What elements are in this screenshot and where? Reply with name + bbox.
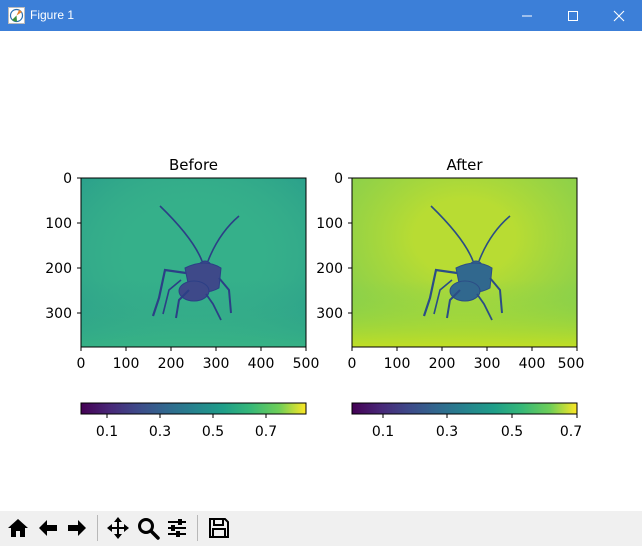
before-y-axis: 0 100 200 300 [45,171,81,322]
after-x-tick: 0 [348,356,357,372]
before-x-axis: 0 100 200 300 400 500 [77,347,320,372]
forward-button[interactable] [63,514,91,542]
matplotlib-figure-icon [8,7,25,24]
forward-icon [68,520,86,536]
before-colorbar-tick: 0.5 [202,424,224,440]
after-x-tick: 100 [384,356,411,372]
after-x-tick: 400 [519,356,546,372]
before-colorbar-tick: 0.1 [96,424,118,440]
before-x-tick: 400 [248,356,275,372]
home-button[interactable] [4,514,32,542]
pan-button[interactable] [104,514,132,542]
after-colorbar-tick: 0.1 [372,424,394,440]
back-icon [39,520,57,536]
after-y-tick: 300 [316,306,343,322]
maximize-icon [568,11,578,21]
before-colorbar-tick: 0.7 [255,424,277,440]
before-y-tick: 300 [45,306,72,322]
after-colorbar-tick: 0.7 [560,424,582,440]
minimize-button[interactable] [504,0,550,31]
after-image [352,178,577,347]
before-colorbar: 0.1 0.3 0.5 0.7 [80,402,307,440]
before-x-tick: 500 [293,356,320,372]
toolbar-separator [197,515,198,541]
zoom-icon [138,518,160,540]
after-colorbar-tick: 0.3 [436,424,458,440]
before-x-tick: 0 [77,356,86,372]
after-y-axis: 0 100 200 300 [316,171,352,322]
before-x-tick: 200 [158,356,185,372]
after-panel: After 0 100 200 300 [316,156,584,440]
home-icon [8,519,28,537]
before-colorbar-tick: 0.3 [149,424,171,440]
window-title: Figure 1 [30,8,75,22]
configure-subplots-icon [168,519,186,537]
navigation-toolbar [0,511,642,546]
before-y-tick: 100 [45,216,72,232]
toolbar-separator [97,515,98,541]
after-y-tick: 100 [316,216,343,232]
before-x-tick: 100 [113,356,140,372]
save-icon [209,518,229,538]
zoom-button[interactable] [134,514,162,542]
close-icon [613,10,625,22]
before-panel: Before 0 100 200 300 [45,156,319,440]
before-y-tick: 200 [45,261,72,277]
pan-icon [107,517,129,539]
close-button[interactable] [596,0,642,31]
after-x-axis: 0 100 200 300 400 500 [348,347,585,372]
configure-subplots-button[interactable] [163,514,191,542]
before-x-tick: 300 [203,356,230,372]
before-y-tick: 0 [63,171,72,187]
after-y-tick: 0 [334,171,343,187]
before-title: Before [169,156,218,174]
back-button[interactable] [34,514,62,542]
title-bar: Figure 1 [0,0,642,31]
maximize-button[interactable] [550,0,596,31]
after-x-tick: 200 [429,356,456,372]
minimize-icon [522,15,532,17]
figure-svg: Before 0 100 200 300 [45,156,584,440]
after-colorbar: 0.1 0.3 0.5 0.7 [351,402,582,440]
before-image [81,178,306,347]
after-x-tick: 500 [558,356,585,372]
save-button[interactable] [205,514,233,542]
after-colorbar-tick: 0.5 [501,424,523,440]
figure-canvas[interactable]: Before 0 100 200 300 [0,31,642,511]
after-x-tick: 300 [474,356,501,372]
after-title: After [446,156,483,174]
after-y-tick: 200 [316,261,343,277]
